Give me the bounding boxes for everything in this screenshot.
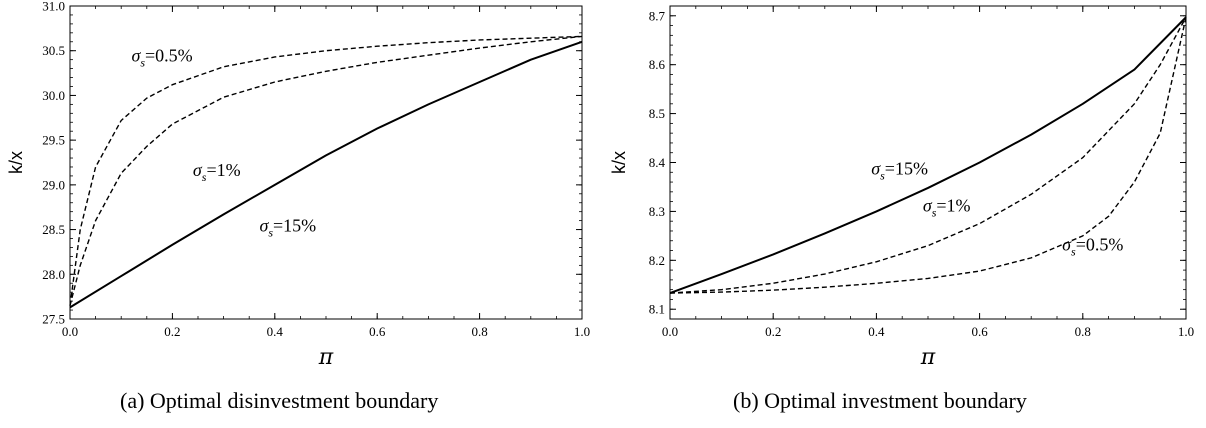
- y-tick-label: 28.5: [42, 222, 65, 237]
- plot-frame: [669, 5, 1187, 320]
- x-tick-label: 1.0: [574, 324, 590, 339]
- x-tick-label: 0.4: [868, 324, 885, 339]
- series-annotation: σs=0.5%: [131, 45, 192, 69]
- x-tick-label: 1.0: [1178, 324, 1194, 339]
- series-annotation: σs=1%: [923, 195, 971, 219]
- x-tick-label: 0.4: [267, 324, 284, 339]
- chart-caption: (b) Optimal investment boundary: [733, 388, 1027, 413]
- y-tick-label: 30.5: [42, 43, 65, 58]
- y-axis-label: k/x: [6, 151, 26, 174]
- x-tick-label: 0.6: [369, 324, 386, 339]
- y-tick-label: 30.0: [42, 88, 65, 103]
- x-tick-label: 0.8: [1075, 324, 1091, 339]
- series-line: [669, 16, 1187, 295]
- y-tick-label: 29.5: [42, 133, 65, 148]
- chart-panel-investment: 0.0 0.2 0.4 0.6 0.8 1.0 8.1 8.2 8.3 8.4 8.5 8.6 8.7 π…: [603, 0, 1206, 428]
- y-tick-label: 29.0: [42, 177, 65, 192]
- x-tick-label: 0.2: [765, 324, 781, 339]
- y-tick-label: 8.1: [649, 302, 665, 317]
- y-tick-label: 31.0: [42, 0, 65, 14]
- series-line: [669, 16, 1187, 294]
- y-axis-label: k/x: [609, 151, 629, 174]
- y-tick-label: 8.5: [649, 106, 665, 121]
- x-tick-label: 0.6: [971, 324, 988, 339]
- y-tick-label: 8.7: [649, 8, 666, 23]
- chart-panel-disinvestment: 0.0 0.2 0.4 0.6 0.8 1.0 27.5 28.0 28.5 29.0 29.5 30…: [6, 0, 590, 413]
- series-annotation: σs=1%: [193, 160, 241, 184]
- x-tick-label: 0.2: [164, 324, 180, 339]
- x-axis-label: π: [318, 345, 334, 370]
- y-tick-label: 8.6: [649, 57, 666, 72]
- x-axis-label: π: [920, 345, 936, 370]
- series-line: [69, 35, 583, 306]
- series-annotation: σs=0.5%: [1062, 235, 1123, 259]
- y-tick-label: 28.0: [42, 267, 65, 282]
- y-tick-label: 8.3: [649, 204, 665, 219]
- y-tick-label: 27.5: [42, 312, 65, 327]
- series-line: [69, 35, 583, 306]
- series-line: [69, 40, 583, 309]
- x-tick-label: 0.8: [471, 324, 487, 339]
- y-tick-label: 8.2: [649, 253, 665, 268]
- chart-caption: (a) Optimal disinvestment boundary: [120, 388, 439, 413]
- x-tick-label: 0.0: [62, 324, 78, 339]
- series-annotation: σs=15%: [259, 215, 316, 239]
- investment-chart: 0.0 0.2 0.4 0.6 0.8 1.0 8.1 8.2 8.3 8.4 8.5 8.6 8.7 π…: [609, 5, 1194, 370]
- disinvestment-chart: 0.0 0.2 0.4 0.6 0.8 1.0 27.5 28.0 28.5 29.0 29.5 30…: [6, 0, 590, 370]
- series-annotation: σs=15%: [871, 159, 928, 183]
- y-tick-label: 8.4: [649, 155, 666, 170]
- x-tick-label: 0.0: [662, 324, 678, 339]
